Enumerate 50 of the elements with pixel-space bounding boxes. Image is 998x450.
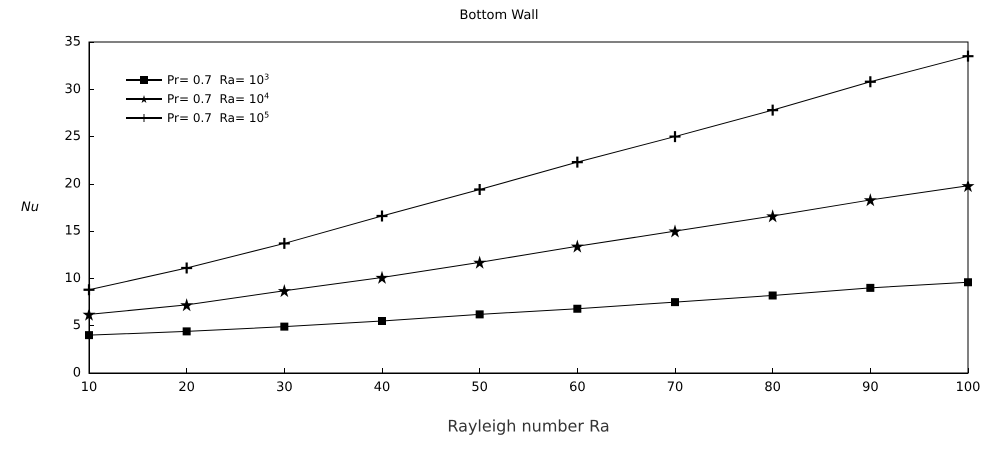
x-tick-label: 90 [862,380,879,395]
point [181,299,192,310]
y-tick-label: 10 [64,270,81,286]
point [864,194,876,206]
chart-title: Bottom Wall [459,8,539,23]
x-tick-label: 80 [764,380,781,395]
point [573,304,582,313]
point [280,322,288,331]
point [474,184,486,196]
y-tick-label: 0 [72,366,81,380]
point [181,262,192,274]
point [670,226,680,237]
y-tick-label: 20 [64,176,81,192]
y-tick-label: 5 [72,318,81,334]
point [962,180,974,192]
x-axis-title: Rayleigh number Ra [447,416,610,436]
point [767,210,778,222]
point [476,310,484,318]
point [964,278,972,286]
point [768,291,777,300]
x-tick-label: 40 [374,380,390,395]
point [84,284,94,296]
y-tick-label: 30 [64,82,81,97]
point [378,316,386,325]
y-tick-label: 35 [64,34,81,50]
y-tick-label: 25 [64,129,81,144]
point [866,284,874,292]
point [474,256,486,268]
point [572,156,583,168]
point [84,308,94,320]
x-tick-label: 70 [666,380,684,395]
point [671,298,679,306]
point [864,76,876,88]
point [376,272,388,283]
point [572,240,583,252]
point [182,327,191,336]
point [85,331,93,340]
point [278,238,290,249]
point [278,285,290,296]
x-tick-label: 30 [276,380,293,395]
y-tick-label: 15 [64,224,81,239]
x-tick-label: 100 [956,380,980,395]
point [767,104,778,116]
point [670,131,680,142]
x-tick-label: 60 [569,380,586,395]
x-tick-label: 20 [178,380,195,395]
x-tick-label: 50 [471,380,488,395]
point [376,210,388,222]
point [962,50,974,62]
y-axis-title: Nu [21,200,39,215]
